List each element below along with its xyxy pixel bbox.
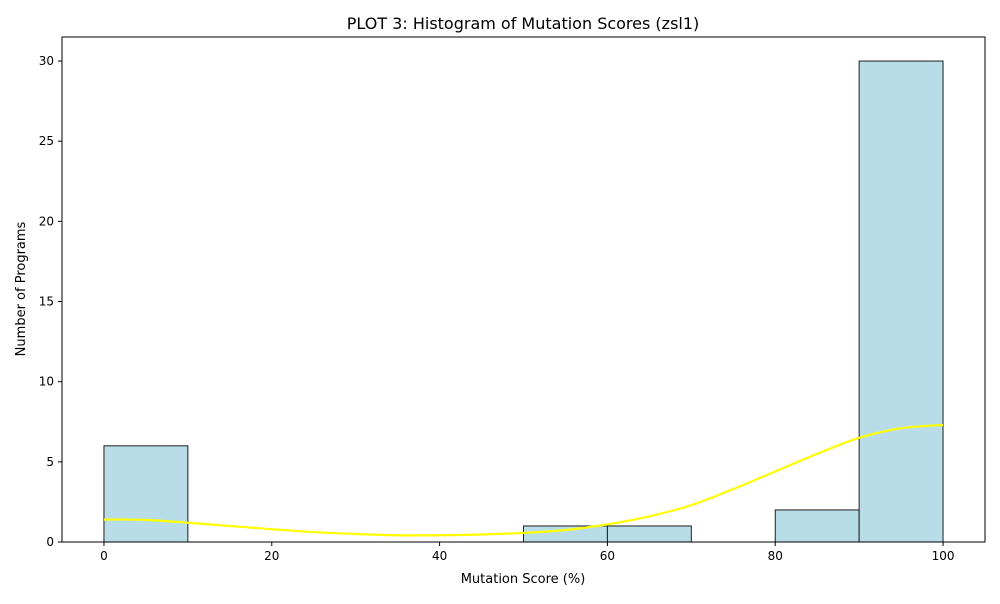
y-tick-label: 30 bbox=[39, 54, 54, 68]
histogram-bar bbox=[103, 445, 189, 543]
y-tick-label: 25 bbox=[39, 134, 54, 148]
kde-curve bbox=[103, 423, 944, 537]
x-tick-label: 100 bbox=[932, 549, 955, 563]
x-tick-label: 40 bbox=[432, 549, 447, 563]
x-tick-label: 0 bbox=[100, 549, 108, 563]
histogram-bar bbox=[606, 525, 692, 543]
axes-layer bbox=[61, 36, 986, 543]
y-tick-label: 15 bbox=[39, 295, 54, 309]
x-tick-label: 60 bbox=[600, 549, 615, 563]
bars-layer bbox=[103, 60, 944, 543]
x-tick-label: 20 bbox=[264, 549, 279, 563]
plot-frame bbox=[61, 36, 986, 543]
histogram-bar bbox=[774, 509, 860, 543]
y-tick-label: 0 bbox=[46, 535, 54, 549]
x-axis-label: Mutation Score (%) bbox=[461, 572, 586, 587]
y-axis-label: Number of Programs bbox=[14, 221, 29, 356]
y-tick-label: 10 bbox=[39, 375, 54, 389]
y-tick-label: 20 bbox=[39, 214, 54, 228]
x-tick-label: 80 bbox=[768, 549, 783, 563]
kde-layer bbox=[103, 423, 944, 537]
chart-title: PLOT 3: Histogram of Mutation Scores (zs… bbox=[347, 14, 700, 33]
histogram-bar bbox=[858, 60, 944, 543]
ticks-layer: 0 20 40 60 80 100 0 5 10 15 20 25 30 bbox=[39, 54, 955, 563]
histogram-bar bbox=[523, 525, 608, 543]
y-tick-label: 5 bbox=[46, 455, 54, 469]
